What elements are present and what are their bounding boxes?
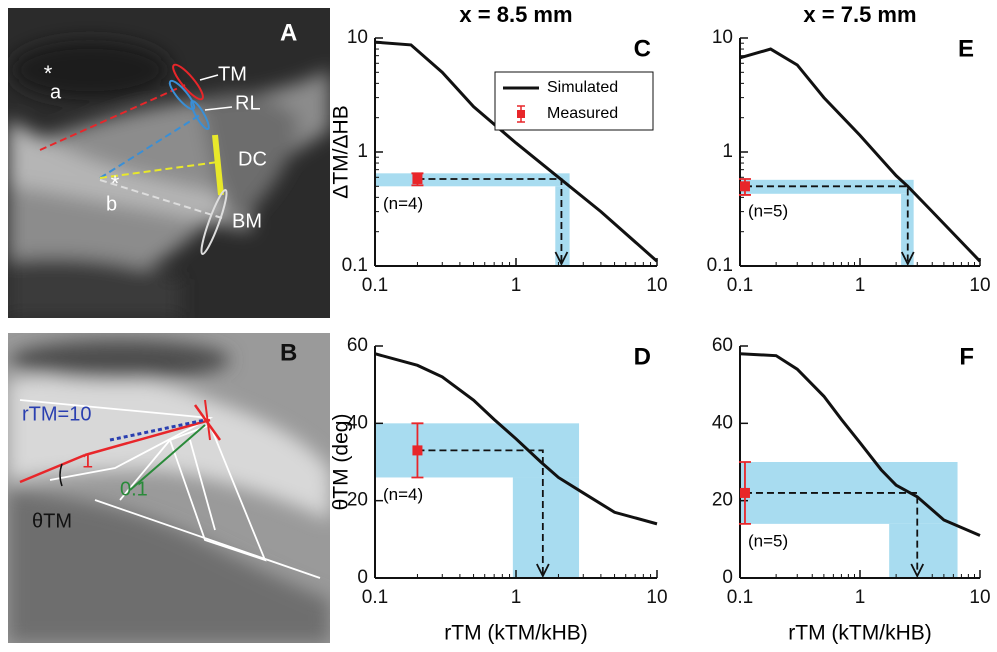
simulated-line — [739, 352, 981, 537]
simulated-line — [374, 352, 658, 526]
estimate-line — [744, 492, 919, 574]
column-title: x = 7.5 mm — [803, 2, 916, 27]
x-tick-label: 10 — [969, 275, 990, 296]
measured-point — [739, 487, 750, 498]
structure-label: b — [106, 193, 117, 215]
oct-image-b — [8, 333, 330, 643]
range-band — [901, 193, 914, 266]
x-tick-label: 0.1 — [362, 275, 388, 296]
estimate-line — [744, 185, 909, 262]
y-tick-label: 40 — [347, 412, 368, 433]
annotation-label: rTM=10 — [22, 403, 91, 425]
range-band — [375, 173, 570, 187]
x-axis-label: rTM (kTM/kHB) — [444, 622, 587, 645]
structure-label: BM — [232, 210, 262, 232]
structure-label: RL — [235, 92, 261, 114]
y-tick-label: 1 — [722, 141, 733, 162]
sample-size: (n=4) — [383, 194, 423, 213]
legend-swatch — [517, 110, 525, 118]
y-tick-label: 0.1 — [707, 255, 733, 276]
legend-label: Simulated — [547, 79, 618, 96]
x-tick-label: 0.1 — [727, 275, 753, 296]
x-tick-label: 0.1 — [727, 587, 753, 608]
structure-label: DC — [238, 148, 267, 170]
svg-text:*: * — [44, 61, 53, 86]
panel-letter: D — [634, 343, 651, 370]
y-tick-label: 60 — [712, 335, 733, 356]
annotation-label: 1 — [82, 450, 93, 472]
y-tick-label: 10 — [712, 27, 733, 48]
y-tick-label: 10 — [347, 27, 368, 48]
x-tick-label: 0.1 — [362, 587, 388, 608]
range-band — [512, 477, 580, 578]
range-band — [889, 523, 958, 578]
x-axis-label: rTM (kTM/kHB) — [788, 622, 931, 645]
x-tick-label: 1 — [855, 587, 866, 608]
panel-letter: C — [634, 35, 651, 62]
panel-letter: E — [958, 35, 974, 62]
range-band — [555, 186, 570, 266]
x-tick-label: 1 — [511, 275, 522, 296]
sample-size: (n=5) — [748, 531, 788, 550]
sample-size: (n=4) — [383, 485, 423, 504]
arrow-head — [900, 251, 915, 267]
legend-label: Measured — [547, 105, 618, 122]
y-axis-label: ΔTM/ΔHB — [330, 105, 353, 198]
y-tick-label: 0 — [357, 567, 368, 588]
panel-letter: A — [280, 19, 297, 46]
y-tick-label: 0 — [722, 567, 733, 588]
x-tick-label: 10 — [646, 275, 667, 296]
arrow-head — [536, 563, 550, 579]
x-tick-label: 1 — [855, 275, 866, 296]
sample-size: (n=5) — [748, 201, 788, 220]
y-tick-label: 40 — [712, 412, 733, 433]
x-tick-label: 1 — [511, 587, 522, 608]
structure-label: TM — [218, 63, 247, 85]
panel-letter: F — [959, 343, 974, 370]
panel-letter: B — [280, 339, 297, 366]
y-tick-label: 60 — [347, 335, 368, 356]
measured-point — [739, 181, 750, 192]
y-tick-label: 20 — [712, 490, 733, 511]
estimate-line — [417, 178, 563, 262]
structure-label: a — [50, 81, 62, 103]
y-axis-label: θTM (deg) — [330, 414, 353, 511]
estimate-line — [417, 449, 544, 574]
measured-point — [412, 173, 423, 184]
x-tick-label: 10 — [646, 587, 667, 608]
x-tick-label: 10 — [969, 587, 990, 608]
svg-text:*: * — [111, 171, 120, 196]
y-tick-label: 1 — [357, 141, 368, 162]
arrow-head — [554, 251, 569, 267]
y-tick-label: 0.1 — [342, 255, 368, 276]
simulated-line — [739, 47, 982, 263]
oct-image-a: * * — [8, 8, 330, 318]
y-tick-label: 20 — [347, 490, 368, 511]
measured-point — [412, 445, 423, 456]
annotation-label: 0.1 — [120, 478, 148, 500]
annotation-label: θTM — [32, 510, 72, 532]
column-title: x = 8.5 mm — [459, 2, 572, 27]
